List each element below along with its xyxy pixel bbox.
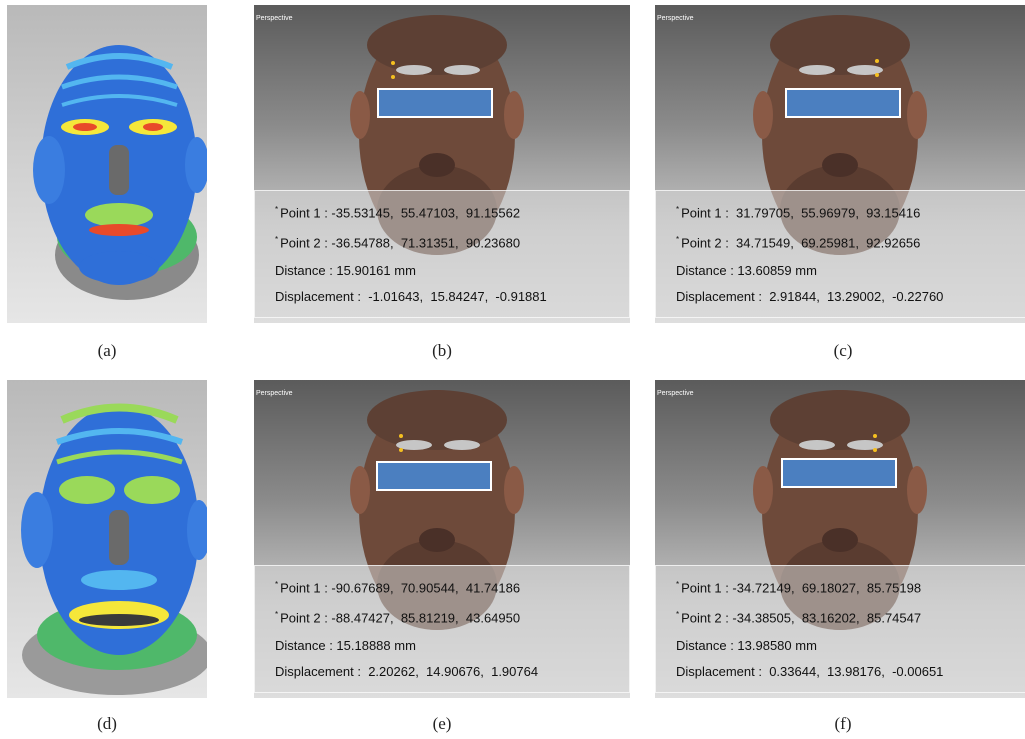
displacement-text: Displacement : -1.01643, 15.84247, -0.91… (275, 289, 547, 304)
measurement-box: * Point 1 : -35.53145, 55.47103, 91.15562… (254, 190, 630, 318)
heatmap-panel-a (7, 5, 207, 323)
point1-text: Point 1 : -90.67689, 70.90544, 41.74186 (280, 580, 521, 596)
scan-panel-e: Perspective * Point 1 : -90.67689, 70.905… (254, 380, 630, 698)
heatmap-panel-d (7, 380, 207, 698)
heatmap-face-d (21, 403, 207, 695)
measurement-box: * Point 1 : -90.67689, 70.90544, 41.74186… (254, 565, 630, 693)
caption-c: (c) (833, 341, 853, 360)
caption-f: (f) (834, 714, 852, 733)
point2-text: Point 2 : -36.54788, 71.31351, 90.23680 (280, 235, 521, 251)
measurement-box: * Point 1 : -34.72149, 69.18027, 85.75198… (655, 565, 1025, 693)
point2-text: Point 2 : -34.38505, 83.16202, 85.74547 (681, 610, 922, 626)
view-label: Perspective (657, 15, 694, 22)
distance-text: Distance : 13.98580 mm (676, 638, 817, 653)
view-label: Perspective (657, 390, 694, 397)
distance-text: Distance : 15.90161 mm (275, 263, 416, 278)
scan-panel-b: Perspective * Point 1 : -35.53145, 55.471… (254, 5, 630, 323)
point2-text: Point 2 : -88.47427, 85.81219, 43.64950 (280, 610, 521, 626)
point2-text: Point 2 : 34.71549, 69.25981, 92.92656 (681, 235, 921, 251)
privacy-mask (781, 458, 897, 488)
scan-panel-c: Perspective * Point 1 : 31.79705, 55.9697… (655, 5, 1025, 323)
heatmap-face-a (33, 45, 207, 300)
caption-d: (d) (97, 714, 117, 733)
distance-text: Distance : 15.18888 mm (275, 638, 416, 653)
measurement-box: * Point 1 : 31.79705, 55.96979, 93.15416 … (655, 190, 1025, 318)
displacement-text: Displacement : 0.33644, 13.98176, -0.006… (676, 664, 944, 679)
point1-text: Point 1 : -35.53145, 55.47103, 91.15562 (280, 205, 521, 221)
caption-a: (a) (97, 341, 117, 360)
privacy-mask (376, 461, 492, 491)
distance-text: Distance : 13.60859 mm (676, 263, 817, 278)
scan-panel-f: Perspective * Point 1 : -34.72149, 69.180… (655, 380, 1025, 698)
caption-b: (b) (432, 341, 452, 360)
displacement-text: Displacement : 2.91844, 13.29002, -0.227… (676, 289, 944, 304)
view-label: Perspective (256, 390, 293, 397)
privacy-mask (785, 88, 901, 118)
point1-text: Point 1 : -34.72149, 69.18027, 85.75198 (681, 580, 922, 596)
caption-e: (e) (432, 714, 452, 733)
point1-text: Point 1 : 31.79705, 55.96979, 93.15416 (681, 205, 921, 221)
privacy-mask (377, 88, 493, 118)
view-label: Perspective (256, 15, 293, 22)
displacement-text: Displacement : 2.20262, 14.90676, 1.9076… (275, 664, 539, 679)
